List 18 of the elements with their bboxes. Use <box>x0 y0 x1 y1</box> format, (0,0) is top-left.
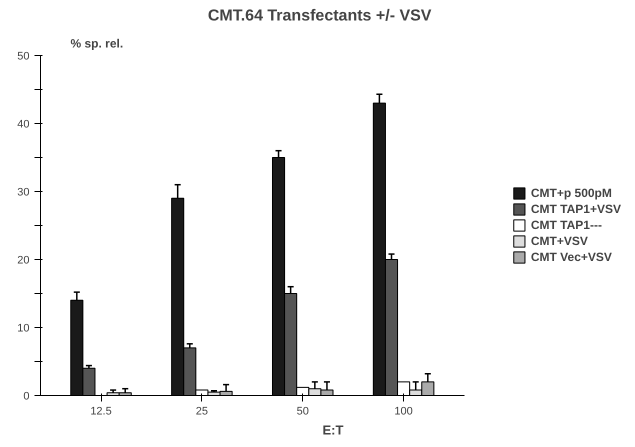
y-tick-label: 50 <box>17 50 30 62</box>
legend-label: CMT Vec+VSV <box>530 250 612 264</box>
y-tick-label: 20 <box>17 254 30 266</box>
legend-label: CMT+p 500pM <box>530 186 612 200</box>
legend-label: CMT+VSV <box>530 234 588 248</box>
y-tick-label: 30 <box>17 186 30 198</box>
x-tick-label: 12.5 <box>90 406 112 418</box>
legend-label: CMT TAP1--- <box>530 218 602 232</box>
x-tick-label: 100 <box>394 406 413 418</box>
y-axis-title: % sp. rel. <box>70 36 124 50</box>
x-tick-label: 25 <box>196 406 208 418</box>
y-tick-label: 10 <box>17 322 30 334</box>
legend-label: CMT TAP1+VSV <box>530 202 621 216</box>
y-tick-label: 40 <box>17 118 30 130</box>
chart-title: CMT.64 Transfectants +/- VSV <box>208 8 432 24</box>
x-axis-title: E:T <box>322 422 344 438</box>
y-tick-label: 0 <box>23 390 30 402</box>
x-tick-label: 50 <box>296 406 309 418</box>
